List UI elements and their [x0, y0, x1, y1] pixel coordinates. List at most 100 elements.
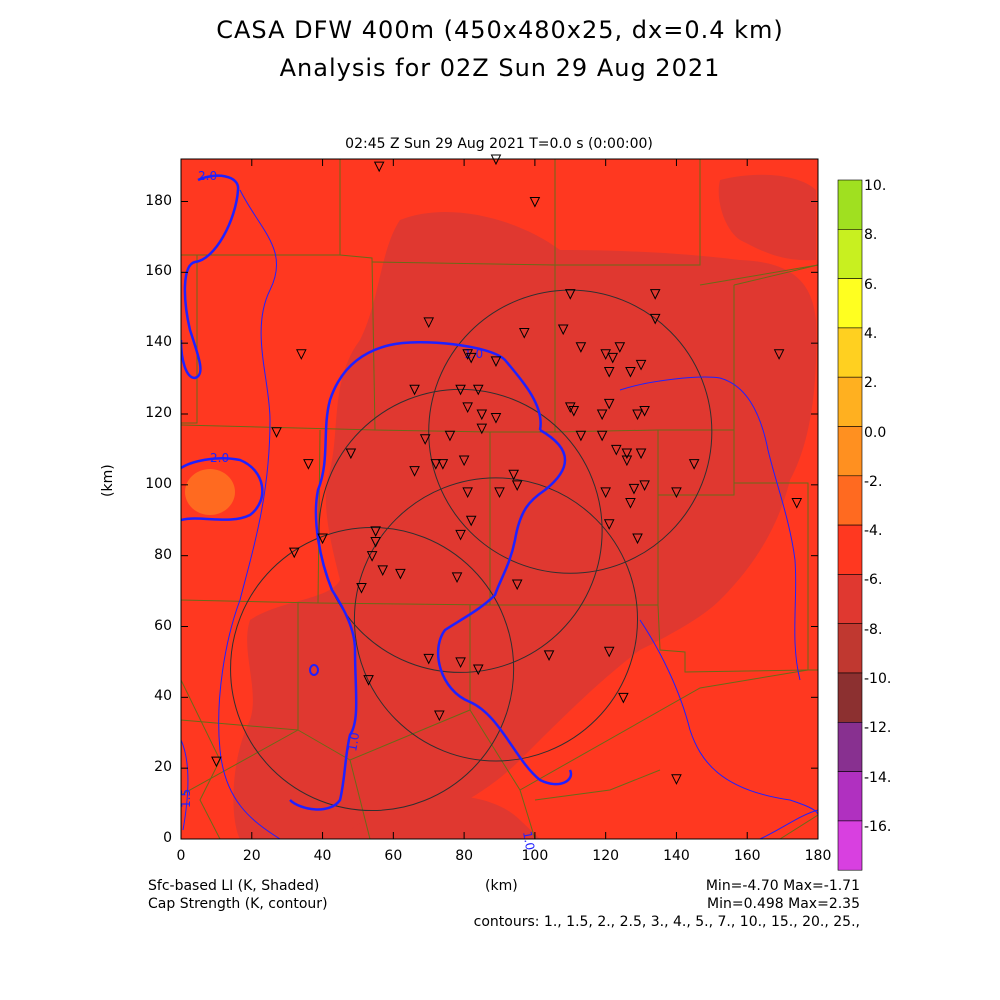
colorbar-label: 2.	[864, 375, 878, 392]
station-marker	[288, 547, 300, 559]
colorbar-label: -16.	[864, 818, 892, 835]
station-marker	[603, 398, 615, 410]
x-tick-label: 120	[592, 848, 620, 864]
station-marker	[575, 342, 587, 353]
station-marker	[649, 289, 661, 300]
station-marker	[603, 519, 615, 530]
x-tick-label: 100	[521, 848, 549, 864]
plot-frame	[180, 158, 819, 840]
station-marker	[529, 197, 541, 208]
contour-label-group: 2.0 2.0 1.0 1.0 1.0 1.5	[179, 169, 537, 851]
station-marker	[596, 430, 608, 442]
station-marker	[437, 459, 449, 470]
colorbar-label: -2.	[864, 473, 883, 490]
station-marker	[271, 427, 282, 438]
x-tick-label: 140	[663, 848, 690, 864]
station-marker	[476, 423, 488, 435]
li-shaded-field	[181, 159, 818, 839]
contour-label: 2.0	[210, 451, 229, 465]
colorbar-label: 10.	[864, 178, 887, 194]
station-marker	[596, 409, 608, 421]
colorbar-swatch	[837, 376, 863, 427]
station-marker	[356, 583, 367, 594]
station-marker	[366, 551, 378, 562]
contour-label: 2.0	[198, 169, 217, 183]
station-marker	[564, 289, 576, 300]
colorbar	[837, 179, 863, 871]
county-lines	[181, 159, 818, 839]
station-marker	[610, 444, 622, 456]
station-marker	[603, 367, 615, 378]
colorbar-label: -12.	[864, 720, 892, 737]
shaded-field-label: Sfc-based LI (K, Shaded)	[148, 878, 320, 894]
station-marker	[568, 405, 580, 417]
station-marker	[511, 480, 523, 491]
contour-range: Min=0.498 Max=2.35	[707, 896, 860, 912]
station-marker	[462, 402, 473, 414]
radar-range-circle	[428, 289, 713, 574]
colorbar-label: 0.0	[864, 424, 887, 441]
station-marker	[607, 352, 619, 364]
station-marker	[621, 455, 633, 467]
plot-subtitle: 02:45 Z Sun 29 Aug 2021 T=0.0 s (0:00:00…	[345, 136, 653, 152]
colorbar-swatch	[837, 524, 863, 575]
x-tick-label: 160	[733, 848, 761, 864]
station-marker	[345, 448, 357, 460]
station-marker	[377, 565, 389, 576]
station-marker	[494, 487, 505, 499]
colorbar-swatch	[837, 426, 863, 477]
radar-range-circle	[318, 388, 603, 673]
colorbar-swatch	[837, 574, 863, 625]
station-marker	[628, 483, 640, 495]
colorbar-swatch	[837, 278, 863, 329]
station-marker	[423, 653, 435, 665]
station-marker	[465, 515, 477, 527]
colorbar-label: -14.	[864, 769, 892, 786]
colorbar-swatch	[837, 721, 863, 772]
y-tick-label: 120	[145, 405, 172, 421]
station-marker	[434, 710, 445, 722]
station-marker	[632, 533, 643, 545]
colorbar-label: 6.	[864, 276, 878, 293]
station-marker	[476, 409, 488, 421]
colorbar-label: 4.	[864, 325, 878, 342]
cap-strength-contours	[181, 174, 818, 839]
colorbar-swatch	[837, 672, 863, 723]
station-marker	[508, 469, 519, 481]
station-marker	[363, 675, 374, 686]
colorbar-label: 8.	[864, 227, 878, 244]
station-marker	[472, 664, 484, 676]
colorbar-swatch	[837, 771, 863, 822]
station-markers	[211, 154, 803, 785]
contour-label: 1.0	[520, 830, 537, 851]
plot-title-line1: CASA DFW 400m (450x480x25, dx=0.4 km)	[216, 16, 784, 44]
colorbar-swatch	[837, 327, 863, 378]
station-marker	[635, 448, 647, 460]
station-marker	[462, 487, 473, 499]
y-tick-label: 160	[145, 263, 172, 280]
station-marker	[296, 349, 307, 360]
station-marker	[564, 402, 576, 414]
radar-circles	[230, 289, 713, 812]
contour-label: 1.0	[345, 731, 362, 752]
station-marker	[603, 646, 615, 658]
station-marker	[303, 459, 314, 470]
y-tick-label: 60	[154, 617, 172, 634]
station-marker	[455, 529, 466, 541]
colorbar-swatch	[837, 623, 863, 674]
y-tick-label: 40	[154, 688, 172, 705]
station-marker	[639, 480, 650, 491]
contour-levels: contours: 1., 1.5, 2., 2.5, 3., 4., 5., …	[473, 914, 860, 930]
station-marker	[465, 352, 477, 364]
station-marker	[773, 349, 785, 360]
station-marker	[409, 384, 420, 396]
station-marker	[490, 413, 502, 424]
station-marker	[635, 359, 647, 371]
x-tick-label: 40	[313, 848, 332, 864]
radar-range-circle	[230, 526, 515, 812]
station-marker	[211, 756, 222, 768]
station-marker	[419, 434, 431, 445]
contour-label: 1.5	[179, 789, 193, 808]
station-marker	[451, 572, 463, 584]
